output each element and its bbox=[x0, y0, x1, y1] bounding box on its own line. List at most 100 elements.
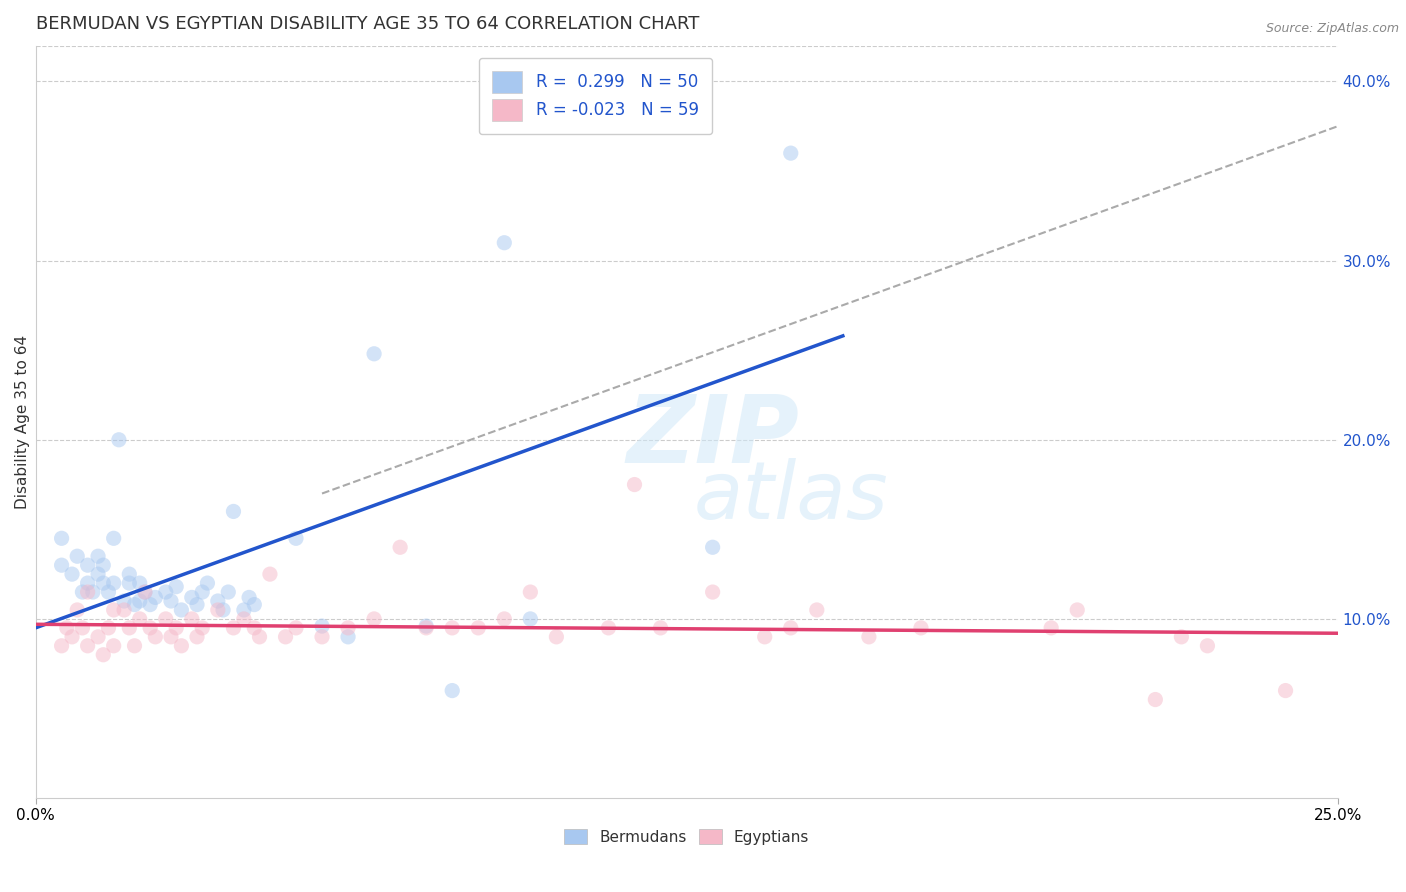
Point bbox=[467, 621, 489, 635]
Point bbox=[1144, 692, 1167, 706]
Point bbox=[139, 598, 162, 612]
Point bbox=[118, 567, 141, 582]
Point bbox=[103, 576, 125, 591]
Point bbox=[143, 591, 166, 605]
Point bbox=[285, 531, 308, 545]
Point bbox=[165, 621, 187, 635]
Point bbox=[337, 630, 360, 644]
Legend: R =  0.299   N = 50, R = -0.023   N = 59: R = 0.299 N = 50, R = -0.023 N = 59 bbox=[479, 58, 711, 134]
Point bbox=[180, 591, 202, 605]
Point bbox=[97, 621, 120, 635]
Point bbox=[103, 639, 125, 653]
Point bbox=[103, 603, 125, 617]
Point bbox=[180, 612, 202, 626]
Point bbox=[112, 603, 135, 617]
Point bbox=[779, 146, 801, 161]
Point bbox=[222, 621, 245, 635]
Point bbox=[243, 621, 266, 635]
Point bbox=[238, 591, 260, 605]
Point bbox=[112, 594, 135, 608]
Point bbox=[60, 567, 83, 582]
Point bbox=[702, 541, 724, 555]
Point bbox=[243, 598, 266, 612]
Point bbox=[72, 621, 94, 635]
Point bbox=[910, 621, 932, 635]
Point bbox=[207, 594, 229, 608]
Point bbox=[494, 235, 516, 250]
Point bbox=[1274, 683, 1296, 698]
Point bbox=[249, 630, 271, 644]
Point bbox=[160, 630, 183, 644]
Point bbox=[702, 585, 724, 599]
Text: atlas: atlas bbox=[693, 458, 889, 536]
Y-axis label: Disability Age 35 to 64: Disability Age 35 to 64 bbox=[15, 334, 30, 509]
Point bbox=[56, 621, 79, 635]
Point bbox=[623, 477, 645, 491]
Point bbox=[170, 603, 193, 617]
Point bbox=[650, 621, 672, 635]
Point bbox=[51, 639, 73, 653]
Point bbox=[217, 585, 239, 599]
Point bbox=[66, 549, 89, 564]
Point bbox=[1066, 603, 1088, 617]
Point bbox=[1040, 621, 1063, 635]
Point bbox=[118, 621, 141, 635]
Point bbox=[87, 630, 110, 644]
Point bbox=[519, 585, 541, 599]
Point bbox=[207, 603, 229, 617]
Point bbox=[91, 648, 114, 662]
Point bbox=[87, 549, 110, 564]
Point bbox=[598, 621, 620, 635]
Point bbox=[170, 639, 193, 653]
Point bbox=[191, 621, 214, 635]
Point bbox=[76, 576, 98, 591]
Point bbox=[128, 612, 150, 626]
Point bbox=[363, 612, 385, 626]
Point bbox=[415, 619, 437, 633]
Point bbox=[858, 630, 880, 644]
Point bbox=[103, 531, 125, 545]
Point bbox=[160, 594, 183, 608]
Point bbox=[118, 576, 141, 591]
Point bbox=[494, 612, 516, 626]
Point bbox=[285, 621, 308, 635]
Point bbox=[363, 347, 385, 361]
Point bbox=[91, 558, 114, 573]
Text: ZIP: ZIP bbox=[626, 391, 799, 483]
Point bbox=[82, 585, 104, 599]
Point bbox=[134, 585, 156, 599]
Point bbox=[51, 558, 73, 573]
Point bbox=[128, 594, 150, 608]
Point bbox=[165, 580, 187, 594]
Point bbox=[337, 621, 360, 635]
Point bbox=[232, 603, 254, 617]
Point bbox=[389, 541, 412, 555]
Point bbox=[806, 603, 828, 617]
Point bbox=[191, 585, 214, 599]
Point bbox=[754, 630, 776, 644]
Point bbox=[415, 621, 437, 635]
Point bbox=[128, 576, 150, 591]
Point bbox=[72, 585, 94, 599]
Point bbox=[1197, 639, 1219, 653]
Point bbox=[97, 585, 120, 599]
Point bbox=[124, 639, 146, 653]
Point bbox=[186, 630, 208, 644]
Point bbox=[222, 504, 245, 518]
Point bbox=[66, 603, 89, 617]
Point bbox=[274, 630, 297, 644]
Point bbox=[212, 603, 235, 617]
Point bbox=[76, 639, 98, 653]
Point bbox=[108, 433, 131, 447]
Point bbox=[519, 612, 541, 626]
Point bbox=[1170, 630, 1192, 644]
Point bbox=[155, 612, 177, 626]
Point bbox=[134, 585, 156, 599]
Point bbox=[441, 621, 464, 635]
Point bbox=[76, 558, 98, 573]
Point bbox=[155, 585, 177, 599]
Point bbox=[76, 585, 98, 599]
Point bbox=[441, 683, 464, 698]
Point bbox=[60, 630, 83, 644]
Text: Source: ZipAtlas.com: Source: ZipAtlas.com bbox=[1265, 22, 1399, 36]
